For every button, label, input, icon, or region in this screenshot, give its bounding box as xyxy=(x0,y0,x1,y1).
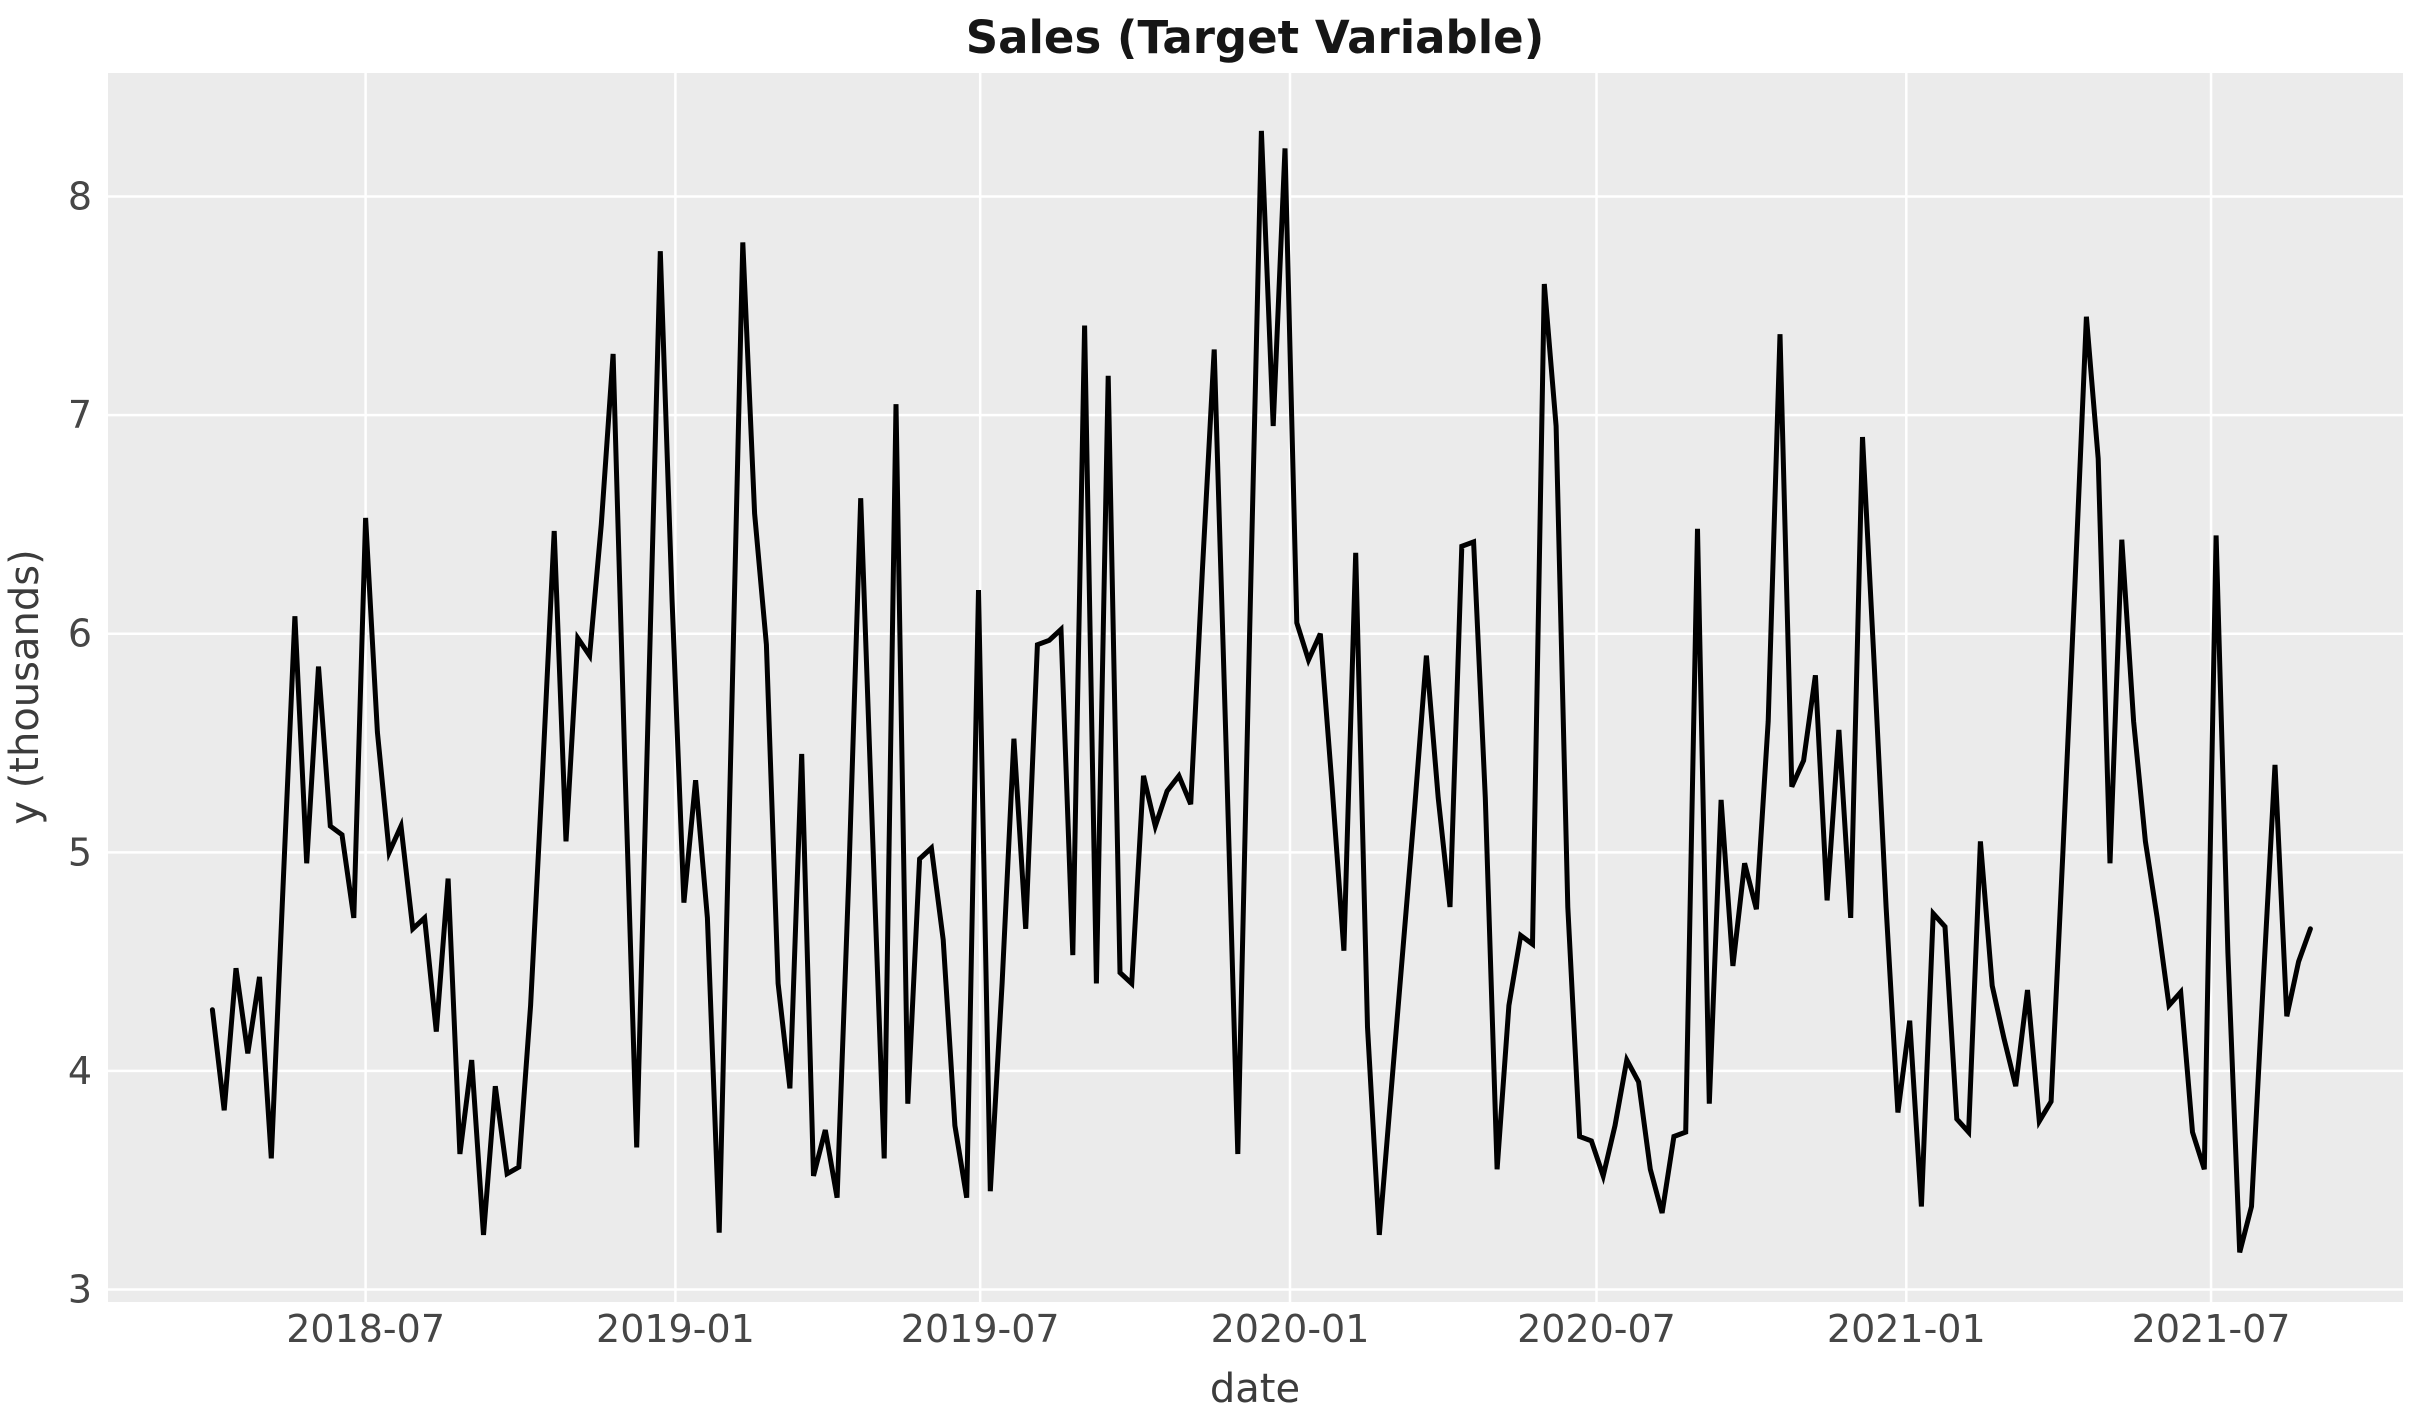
y-tick-label: 7 xyxy=(68,393,92,437)
x-tick-label: 2019-01 xyxy=(596,1307,755,1351)
x-tick-label: 2021-01 xyxy=(1827,1307,1986,1351)
x-tick-label: 2021-07 xyxy=(2132,1307,2291,1351)
y-tick-label: 8 xyxy=(68,175,92,219)
x-tick-label: 2019-07 xyxy=(901,1307,1060,1351)
x-tick-label: 2020-07 xyxy=(1517,1307,1676,1351)
x-axis-label: date xyxy=(1210,1366,1300,1412)
series-layer xyxy=(209,130,2313,1254)
plot-background xyxy=(108,73,2403,1302)
y-tick-label: 6 xyxy=(68,612,92,656)
y-axis-label: y (thousands) xyxy=(2,549,48,824)
y-tick-label: 5 xyxy=(68,830,92,874)
sales-series-line xyxy=(209,130,2313,1254)
y-tick-label: 4 xyxy=(68,1049,92,1093)
x-tick-label: 2020-01 xyxy=(1211,1307,1370,1351)
x-tick-label: 2018-07 xyxy=(286,1307,445,1351)
tick-labels: 3 4 5 6 7 8 2018-07 2019-01 2019-07 2020-01 2020-0… xyxy=(68,175,2291,1351)
y-tick-label: 3 xyxy=(68,1268,92,1312)
chart-title: Sales (Target Variable) xyxy=(966,11,1545,64)
